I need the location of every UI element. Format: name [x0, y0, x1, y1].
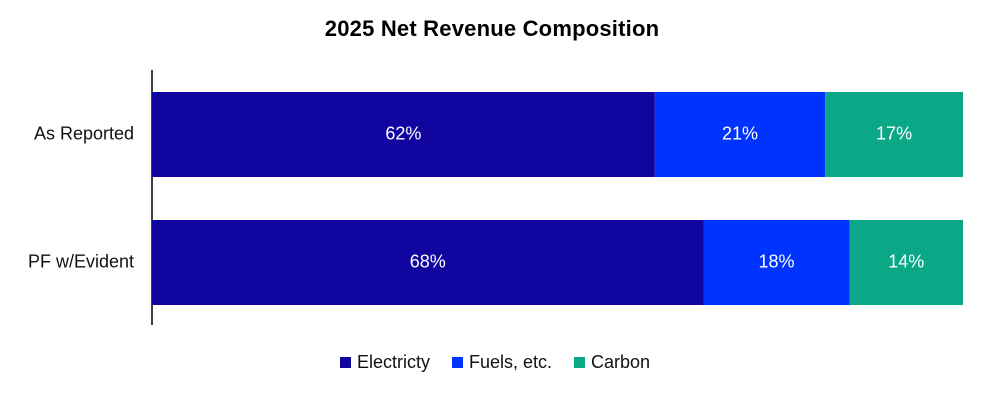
data-label: 68% — [410, 251, 446, 271]
legend-label: Carbon — [591, 352, 651, 372]
legend-item: Electricty — [339, 352, 430, 373]
legend-label: Electricty — [356, 352, 430, 372]
data-label: 62% — [385, 123, 421, 143]
legend-label: Fuels, etc. — [468, 352, 552, 372]
bar-segment — [654, 92, 826, 177]
chart-plot-area: As Reported 62% 21% 17% PF w/Evident 68% 18% 14… — [28, 70, 963, 325]
legend-item: Fuels, etc. — [451, 352, 552, 373]
legend-swatch — [339, 357, 351, 368]
data-label: 17% — [876, 123, 912, 143]
bar-segment — [152, 220, 704, 305]
bar-segment — [825, 92, 963, 177]
data-label: 14% — [888, 251, 924, 271]
bar-segment — [152, 92, 655, 177]
legend-item: Carbon — [574, 352, 650, 373]
category-label: As Reported — [34, 123, 134, 143]
legend-swatch — [451, 357, 463, 368]
bar-segment — [703, 220, 850, 305]
chart-legend: Electricty Fuels, etc. Carbon — [0, 352, 990, 373]
category-label: PF w/Evident — [28, 251, 134, 271]
chart-title: 2025 Net Revenue Composition — [324, 16, 660, 41]
bar-segment — [849, 220, 963, 305]
data-label: 18% — [758, 251, 794, 271]
data-label: 21% — [722, 123, 758, 143]
legend-swatch — [574, 357, 585, 368]
